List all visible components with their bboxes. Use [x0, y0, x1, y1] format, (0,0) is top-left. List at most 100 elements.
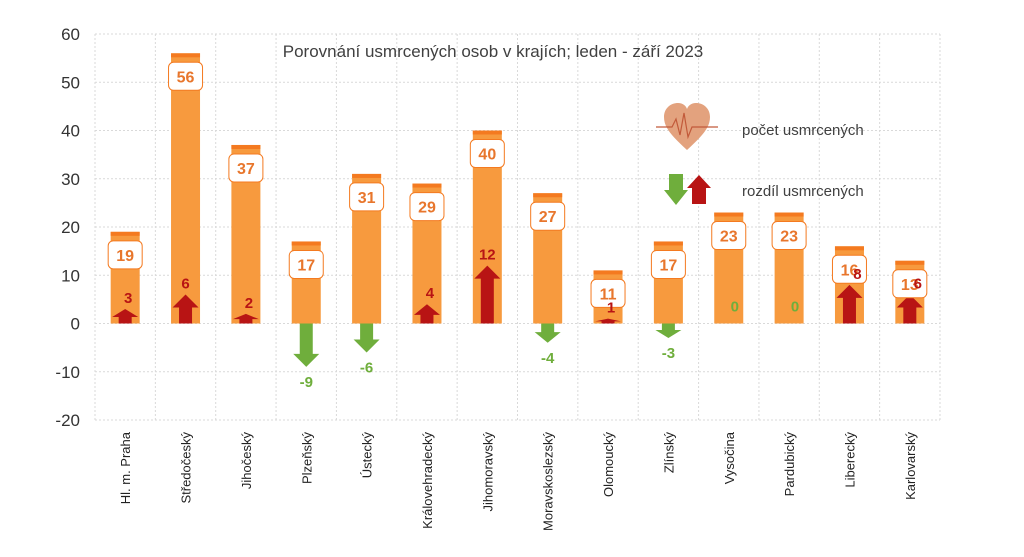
y-tick-label: 0: [71, 315, 80, 334]
count-bar-cap: [472, 130, 502, 135]
count-label: 11: [600, 286, 617, 303]
x-tick-label: Středočeský: [179, 432, 194, 504]
count-label-box: [711, 221, 747, 251]
difference-label: 6: [181, 276, 189, 293]
increase-arrow: [836, 284, 863, 324]
count-label: 19: [116, 248, 134, 265]
y-tick-label: -20: [55, 411, 80, 430]
count-label: 16: [841, 262, 859, 279]
x-tick-label: Ústecký: [360, 432, 375, 479]
increase-arrow: [595, 318, 622, 324]
count-label: 27: [539, 209, 557, 226]
y-tick-label: 40: [61, 122, 80, 141]
difference-label: -6: [360, 359, 373, 376]
count-bar: [171, 53, 201, 324]
count-label: 23: [720, 229, 738, 246]
count-label-box: [892, 269, 928, 299]
difference-label: 8: [853, 266, 861, 283]
y-tick-label: -10: [55, 363, 80, 382]
count-label: 17: [297, 257, 315, 274]
difference-label: 1: [607, 300, 615, 317]
value-labels: 19 3 56 6 37 2 17 -9 31 -6 29 4 40 12 27 -4 111 17 -3 23 0 23…: [107, 61, 928, 391]
count-label-box: [590, 278, 626, 308]
count-label: 40: [478, 147, 496, 164]
y-tick-label: 30: [61, 170, 80, 189]
count-label: 23: [780, 229, 798, 246]
decrease-arrow: [293, 323, 320, 367]
decrease-arrow: [353, 323, 380, 353]
x-tick-label: Karlovarský: [903, 432, 918, 500]
increase-arrow: [232, 313, 259, 324]
x-tick-label: Olomoucký: [601, 432, 616, 498]
count-label-box: [831, 254, 867, 284]
count-label-box: [288, 249, 324, 279]
difference-label: -9: [300, 374, 313, 391]
count-bar-cap: [533, 193, 563, 198]
x-tick-label: Královehradecký: [420, 432, 435, 529]
increase-arrow: [413, 304, 440, 324]
difference-arrows: [112, 265, 923, 367]
decrease-arrow: [534, 323, 561, 343]
count-label: 37: [237, 161, 255, 178]
count-label: 13: [901, 277, 919, 294]
difference-label: 4: [426, 285, 435, 302]
difference-label: 12: [479, 247, 496, 264]
count-label-box: [771, 221, 807, 251]
count-label-box: [168, 61, 204, 91]
difference-label: 6: [914, 276, 922, 293]
count-label-box: [228, 153, 264, 183]
y-tick-label: 60: [61, 25, 80, 44]
count-bar-cap: [352, 173, 382, 178]
x-axis-labels: Hl. m. Praha Středočeský Jihočeský Plzeňský…: [118, 431, 918, 531]
x-tick-label: Jihomoravský: [480, 432, 495, 512]
x-tick-label: Liberecký: [842, 432, 857, 488]
legend-difference-label: rozdíl usmrcených: [742, 183, 864, 200]
difference-label: -3: [662, 345, 675, 362]
difference-label: 0: [791, 299, 799, 316]
legend: počet usmrcených rozdíl usmrcených: [656, 103, 864, 205]
count-label-box: [469, 139, 505, 168]
count-bar-cap: [895, 260, 925, 265]
legend-count-label: počet usmrcených: [742, 122, 864, 139]
count-bar-cap: [653, 241, 683, 246]
difference-label: 3: [124, 290, 132, 307]
count-label: 31: [358, 190, 376, 207]
x-tick-label: Jihočeský: [239, 432, 254, 490]
count-bar-cap: [412, 183, 442, 188]
y-tick-label: 10: [61, 266, 80, 285]
grid: [94, 33, 941, 421]
x-tick-label: Plzeňský: [299, 432, 314, 485]
count-bar-cap: [834, 246, 864, 251]
x-tick-label: Pardubický: [782, 432, 797, 497]
y-axis-ticks: -20 -10 0 10 20 30 40 50 60: [55, 25, 80, 430]
y-tick-label: 50: [61, 73, 80, 92]
count-label: 56: [177, 69, 195, 86]
count-label-box: [349, 182, 385, 212]
x-tick-label: Zlínský: [661, 432, 676, 474]
increase-arrow: [896, 294, 923, 324]
count-bar-cap: [110, 231, 140, 236]
chart-title: Porovnání usmrcených osob v krajích; led…: [283, 42, 704, 61]
count-bar-cap: [593, 270, 623, 275]
x-tick-label: Hl. m. Praha: [118, 431, 133, 504]
count-bar-cap: [291, 241, 321, 246]
count-label-box: [650, 249, 686, 279]
decrease-arrow: [655, 323, 682, 338]
increase-arrow: [474, 265, 501, 324]
count-bar-cap: [774, 212, 804, 217]
x-tick-label: Vysočina: [722, 431, 737, 484]
count-bar-cap: [171, 53, 201, 58]
y-tick-label: 20: [61, 218, 80, 237]
increase-arrow: [112, 309, 139, 324]
count-label: 29: [418, 200, 436, 217]
x-tick-label: Moravskoslezský: [541, 432, 556, 531]
count-label: 17: [659, 257, 677, 274]
count-label-box: [530, 201, 566, 231]
count-bar-cap: [231, 144, 261, 149]
count-label-box: [107, 240, 143, 270]
increase-arrow: [172, 294, 199, 324]
up-down-arrows-icon: [664, 174, 711, 205]
heart-pulse-icon: [656, 103, 718, 150]
difference-label: 2: [245, 295, 253, 312]
